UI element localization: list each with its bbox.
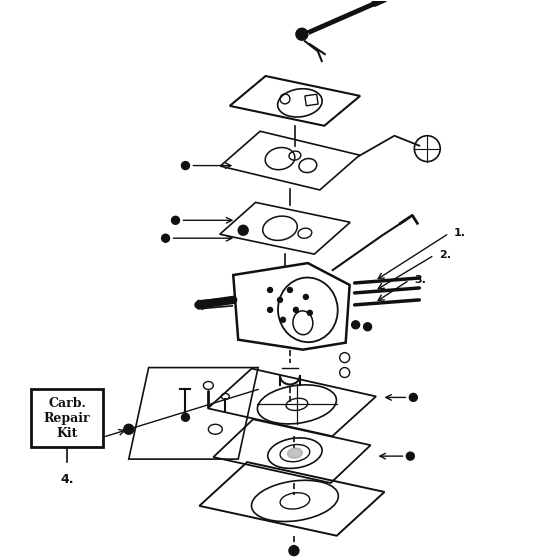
Circle shape (304, 295, 309, 300)
Circle shape (278, 297, 282, 302)
Text: 4.: 4. (60, 473, 74, 486)
Circle shape (124, 424, 134, 434)
Circle shape (171, 216, 180, 224)
Circle shape (181, 413, 189, 421)
Circle shape (287, 287, 292, 292)
Bar (31, 389, 103, 447)
Circle shape (268, 307, 273, 312)
Text: 2.: 2. (439, 250, 451, 260)
Circle shape (289, 545, 299, 556)
Circle shape (407, 452, 414, 460)
Bar (305, 94, 318, 106)
Circle shape (181, 162, 189, 170)
Circle shape (162, 234, 170, 242)
Circle shape (409, 394, 417, 402)
Circle shape (281, 318, 286, 323)
Circle shape (352, 321, 360, 329)
Ellipse shape (287, 448, 302, 458)
Circle shape (363, 323, 371, 331)
Circle shape (296, 28, 308, 40)
Text: 3.: 3. (414, 275, 426, 285)
Text: Carb.
Repair
Kit: Carb. Repair Kit (44, 397, 90, 440)
Circle shape (293, 307, 298, 312)
Circle shape (307, 310, 312, 315)
Circle shape (238, 225, 248, 235)
Text: 1.: 1. (454, 228, 466, 238)
Circle shape (268, 287, 273, 292)
